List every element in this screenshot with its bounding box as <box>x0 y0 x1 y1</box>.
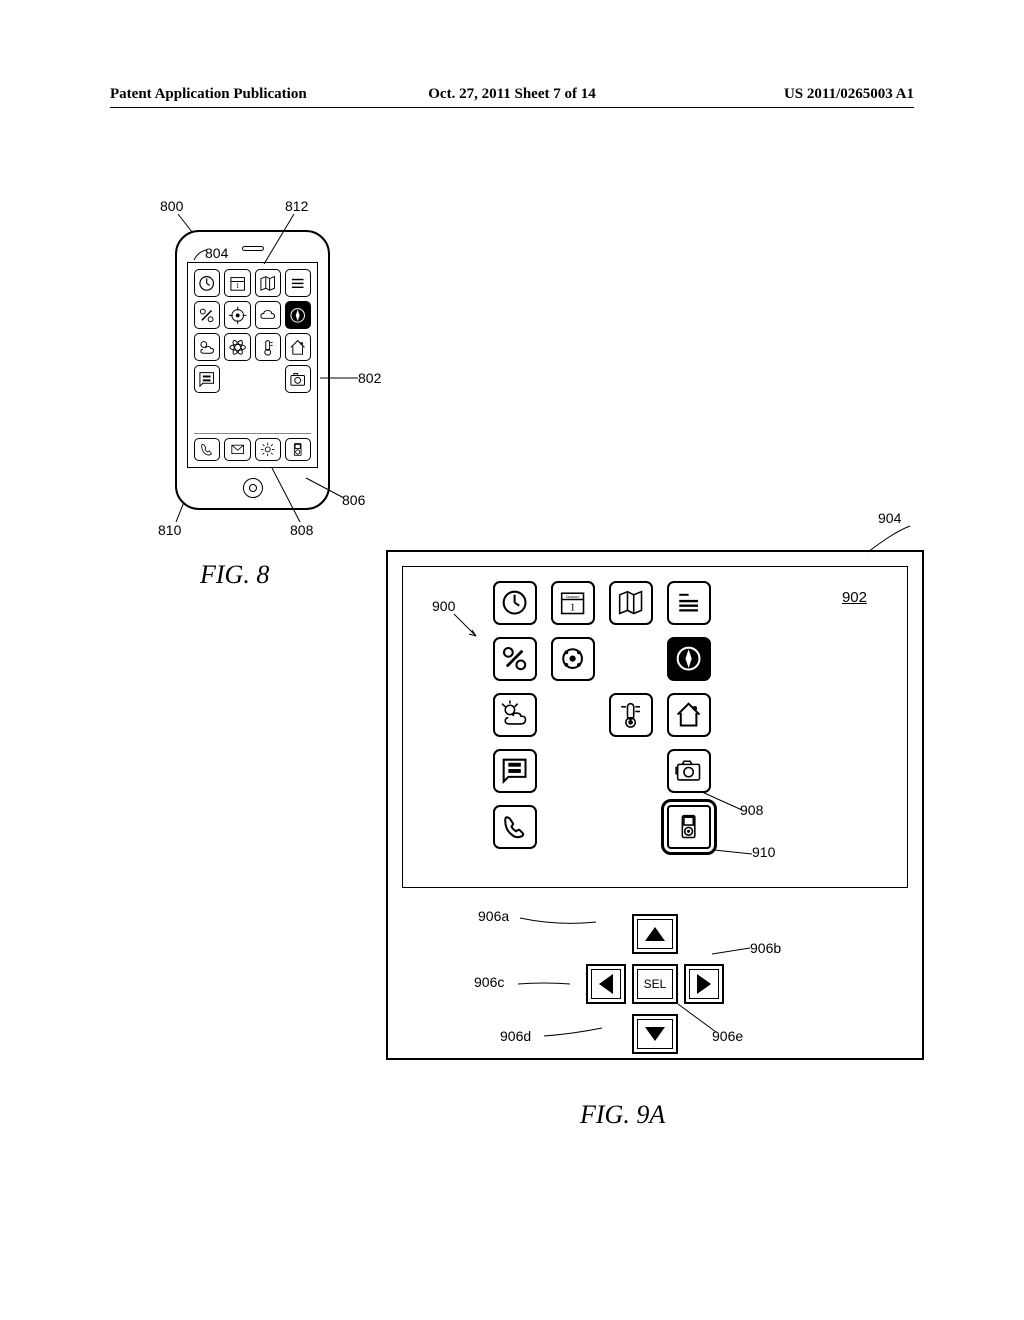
percent-icon <box>194 301 220 329</box>
ref-804: 804 <box>205 245 228 261</box>
header-center: Oct. 27, 2011 Sheet 7 of 14 <box>378 86 646 103</box>
header-left: Patent Application Publication <box>110 86 378 103</box>
maps-icon <box>609 581 653 625</box>
empty-slot <box>551 749 595 793</box>
leader-900 <box>450 612 480 638</box>
leader-906b <box>710 946 752 956</box>
leader-906c <box>516 980 572 988</box>
camera-icon <box>667 749 711 793</box>
leader-804 <box>192 248 208 262</box>
leader-906a <box>518 916 598 930</box>
empty-slot <box>609 749 653 793</box>
fig8-caption: FIG. 8 <box>200 560 269 590</box>
header-right: US 2011/0265003 A1 <box>646 86 914 103</box>
leader-812 <box>260 212 296 266</box>
dpad-select-button[interactable]: SEL <box>632 964 678 1004</box>
leader-910 <box>712 846 754 856</box>
notes-icon <box>667 581 711 625</box>
clock-icon <box>194 269 220 297</box>
fig8-screen: 1 <box>187 262 318 468</box>
ref-902: 902 <box>842 589 867 606</box>
calendar-icon: January 1 <box>551 581 595 625</box>
compass-dark-icon <box>667 637 711 681</box>
notes-icon <box>285 269 311 297</box>
leader-806 <box>304 476 346 500</box>
leader-808 <box>270 466 302 524</box>
ref-910: 910 <box>752 844 775 860</box>
list-icon <box>493 749 537 793</box>
ref-810: 810 <box>158 522 181 538</box>
fig9-icon-grid: January 1 <box>493 581 723 849</box>
fig8-dock <box>194 433 311 461</box>
maps-icon <box>255 269 281 297</box>
home-icon <box>667 693 711 737</box>
ref-906c: 906c <box>474 974 504 990</box>
fig8-icon-grid: 1 <box>194 269 311 393</box>
svg-text:January: January <box>566 594 580 599</box>
weather-icon <box>493 693 537 737</box>
dpad-down-button[interactable] <box>632 1014 678 1054</box>
percent-icon <box>493 637 537 681</box>
weather-icon <box>194 333 220 361</box>
empty-slot <box>609 637 653 681</box>
dpad-right-button[interactable] <box>684 964 724 1004</box>
fig8-phone: 1 <box>175 230 330 510</box>
list-icon <box>194 365 220 393</box>
compass-dark-icon <box>285 301 311 329</box>
ref-808: 808 <box>290 522 313 538</box>
leader-906d <box>542 1026 604 1038</box>
cloud-icon <box>255 301 281 329</box>
svg-text:1: 1 <box>236 283 239 290</box>
ref-802: 802 <box>358 370 381 386</box>
ref-906d: 906d <box>500 1028 531 1044</box>
camera-icon <box>285 365 311 393</box>
empty-slot <box>224 365 250 393</box>
svg-text:1: 1 <box>570 602 575 614</box>
leader-802 <box>320 376 360 380</box>
dpad-sel-label: SEL <box>644 977 667 991</box>
home-icon <box>285 333 311 361</box>
home-button <box>243 478 263 498</box>
leader-800 <box>174 212 194 234</box>
dpad-left-button[interactable] <box>586 964 626 1004</box>
temperature-icon <box>609 693 653 737</box>
phone-icon <box>194 438 220 461</box>
ref-906a: 906a <box>478 908 509 924</box>
empty-slot <box>255 365 281 393</box>
empty-slot <box>551 693 595 737</box>
dpad-up-button[interactable] <box>632 914 678 954</box>
leader-810 <box>174 500 188 524</box>
phone-icon <box>493 805 537 849</box>
empty-slot <box>551 805 595 849</box>
empty-slot <box>609 805 653 849</box>
settings-icon <box>255 438 281 461</box>
ipod-icon <box>285 438 311 461</box>
target-icon <box>551 637 595 681</box>
mail-icon <box>224 438 250 461</box>
fig9-caption: FIG. 9A <box>580 1100 665 1130</box>
calendar-icon: 1 <box>224 269 250 297</box>
leader-906e <box>676 1002 718 1034</box>
page-header: Patent Application Publication Oct. 27, … <box>110 86 914 108</box>
leader-908 <box>700 790 744 812</box>
ref-906b: 906b <box>750 940 781 956</box>
target-icon <box>224 301 250 329</box>
temperature-icon <box>255 333 281 361</box>
clock-icon <box>493 581 537 625</box>
atom-icon <box>224 333 250 361</box>
